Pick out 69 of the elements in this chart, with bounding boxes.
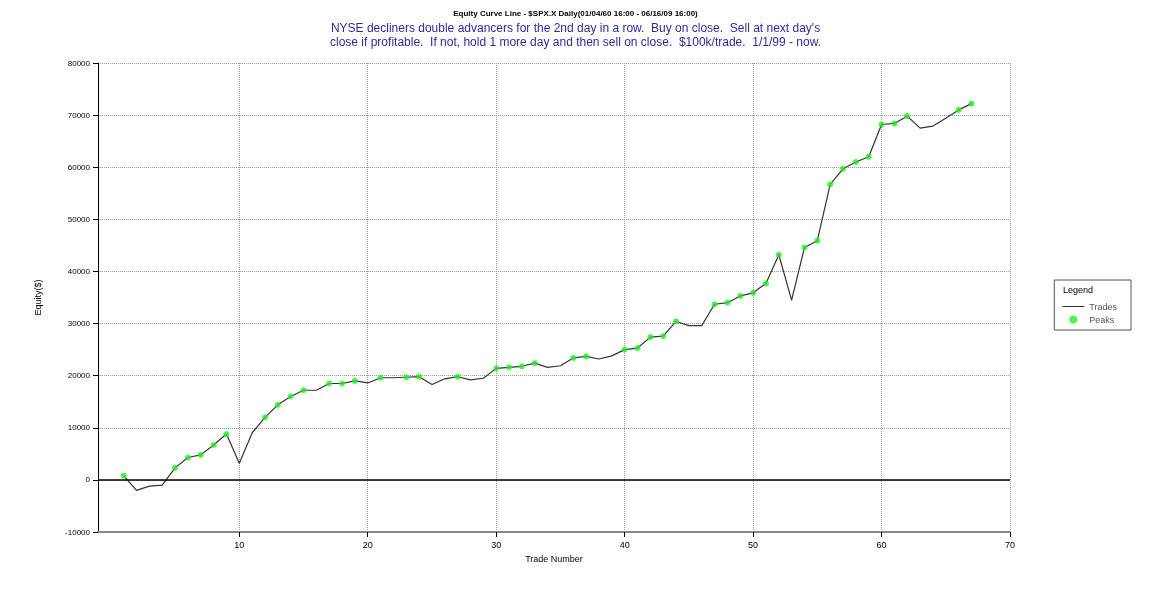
y-tick-label: 80000 bbox=[67, 58, 91, 68]
x-axis-title: Trade Number bbox=[525, 553, 583, 564]
point bbox=[762, 280, 769, 287]
point bbox=[518, 363, 525, 370]
point bbox=[339, 380, 346, 387]
point bbox=[583, 353, 590, 360]
point bbox=[865, 153, 872, 160]
y-tick-label: 60000 bbox=[67, 162, 91, 172]
point bbox=[454, 373, 461, 380]
point bbox=[634, 345, 641, 352]
point bbox=[210, 441, 217, 448]
point bbox=[197, 451, 204, 458]
point bbox=[531, 360, 538, 367]
point bbox=[621, 346, 628, 353]
legend-title: Legend bbox=[1062, 284, 1094, 295]
point bbox=[775, 251, 782, 258]
point bbox=[827, 181, 834, 188]
y-axis-title: Equity($) bbox=[32, 279, 43, 316]
point bbox=[660, 333, 667, 340]
point bbox=[261, 414, 268, 421]
point bbox=[852, 159, 859, 166]
x-tick-label: 20 bbox=[362, 539, 373, 550]
point bbox=[570, 354, 577, 361]
chart-subtitle: NYSE decliners double advancers for the 2nd day in a row. Buy on close. Sell at next day's close if profitable. If not, hold 1 more day and then sell on close. $100k/trade. 1/1/99 - now. bbox=[330, 21, 821, 49]
point bbox=[377, 374, 384, 381]
point bbox=[878, 121, 885, 128]
point bbox=[506, 364, 513, 371]
y-tick-label: 50000 bbox=[67, 214, 91, 224]
point bbox=[274, 401, 281, 408]
point bbox=[326, 380, 333, 387]
point bbox=[840, 165, 847, 172]
y-tick-label: 10000 bbox=[67, 423, 91, 433]
point bbox=[184, 454, 191, 461]
point bbox=[300, 387, 307, 394]
point bbox=[351, 377, 358, 384]
x-tick-label: 10 bbox=[234, 539, 245, 550]
point bbox=[801, 244, 808, 251]
x-tick-label: 60 bbox=[876, 539, 887, 550]
point bbox=[416, 373, 423, 380]
point bbox=[737, 292, 744, 299]
point bbox=[287, 393, 294, 400]
point bbox=[647, 334, 654, 341]
point bbox=[120, 472, 127, 479]
point bbox=[223, 431, 230, 438]
y-tick-label: 30000 bbox=[67, 319, 91, 329]
y-tick-label: 0 bbox=[85, 475, 91, 485]
point bbox=[724, 299, 731, 306]
point bbox=[493, 365, 500, 372]
point bbox=[968, 100, 975, 107]
x-tick-label: 40 bbox=[619, 539, 630, 550]
point bbox=[172, 464, 179, 471]
chart-title: Equity Curve Line - $SPX.X Daily(01/04/60 16:00 - 06/16/09 16:00) bbox=[453, 8, 699, 18]
legend-label: Peaks bbox=[1089, 314, 1115, 325]
y-tick-label: 40000 bbox=[67, 266, 91, 276]
point bbox=[955, 106, 962, 113]
y-tick-label: 20000 bbox=[67, 371, 91, 381]
point bbox=[814, 237, 821, 244]
point bbox=[904, 113, 911, 120]
point bbox=[711, 301, 718, 308]
x-tick-label: 30 bbox=[491, 539, 502, 550]
point bbox=[750, 289, 757, 296]
x-tick-label: 70 bbox=[1004, 539, 1016, 550]
point bbox=[403, 374, 410, 381]
x-tick-label: 50 bbox=[748, 539, 759, 550]
legend-label: Trades bbox=[1089, 301, 1118, 312]
y-tick-label: 70000 bbox=[67, 110, 91, 120]
point bbox=[891, 120, 898, 127]
point bbox=[673, 318, 680, 325]
y-tick-label: -10000 bbox=[65, 527, 91, 537]
